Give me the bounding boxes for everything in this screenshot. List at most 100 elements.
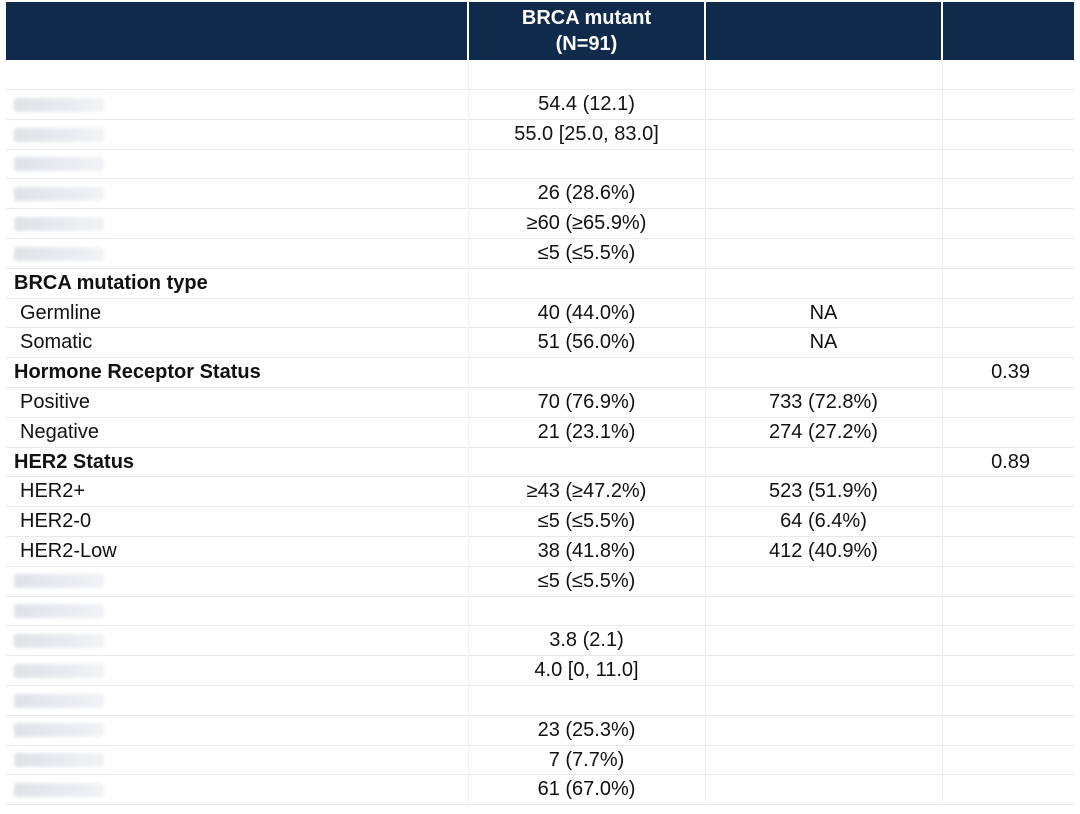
- row-label: [6, 179, 467, 208]
- table-row: HER2-Low 38 (41.8%) 412 (40.9%): [6, 537, 1074, 567]
- row-label: [6, 626, 467, 655]
- p-value: [943, 179, 1074, 208]
- redacted-label: [14, 663, 104, 678]
- brca-mutant-value: ≤5 (≤5.5%): [537, 510, 636, 533]
- comparison-value: [706, 448, 941, 477]
- p-value: [943, 567, 1074, 596]
- header-comparison-group: [706, 2, 941, 60]
- table-row: 55.0 [25.0, 83.0]: [6, 120, 1074, 150]
- p-value: [943, 269, 1074, 298]
- table-row: ≤5 (≤5.5%): [6, 239, 1074, 269]
- brca-mutant-value: 21 (23.1%): [537, 420, 636, 443]
- section-label: Hormone Receptor Status: [14, 361, 261, 384]
- table-row: 3.8 (2.1): [6, 626, 1074, 657]
- header-brca-mutant-title: BRCA mutant: [521, 7, 652, 29]
- table-body: 54.4 (12.1) 55.0 [25.0, 83.0] 26 (28.6%) ≥6…: [6, 60, 1074, 806]
- table-row: Germline 40 (44.0%) NA: [6, 299, 1074, 329]
- p-value: [943, 150, 1074, 179]
- column-divider: [468, 60, 469, 804]
- brca-mutant-value: 70 (76.9%): [537, 390, 636, 413]
- characteristics-table: BRCA mutant (N=91) 54.4 (12.1) 55.0 [25.0…: [6, 2, 1074, 806]
- table-row: [6, 150, 1074, 180]
- brca-mutant-value: [469, 358, 704, 387]
- table-row: [6, 597, 1074, 627]
- table-row: 7 (7.7%): [6, 746, 1074, 776]
- row-label: [6, 716, 467, 745]
- brca-mutant-value: 23 (25.3%): [537, 718, 636, 741]
- row-label: [6, 60, 467, 89]
- comparison-value: [706, 179, 941, 208]
- p-value: [943, 209, 1074, 238]
- brca-mutant-value: [469, 597, 704, 626]
- row-label: [6, 120, 467, 149]
- comparison-value: 523 (51.9%): [769, 480, 878, 503]
- brca-mutant-value: ≥60 (≥65.9%): [526, 212, 647, 235]
- brca-mutant-value: [469, 150, 704, 179]
- p-value: [943, 90, 1074, 119]
- brca-mutant-value: [469, 448, 704, 477]
- p-value: [943, 328, 1074, 357]
- redacted-label: [14, 127, 104, 142]
- table-row: 23 (25.3%): [6, 716, 1074, 746]
- comparison-value: NA: [809, 301, 838, 324]
- table-row: ≥60 (≥65.9%): [6, 209, 1074, 239]
- brca-mutant-value: ≤5 (≤5.5%): [537, 241, 636, 264]
- table-row: 54.4 (12.1): [6, 90, 1074, 120]
- p-value: 0.39: [991, 361, 1030, 384]
- brca-mutant-value: 51 (56.0%): [537, 331, 636, 354]
- redacted-label: [14, 574, 104, 589]
- section-row: BRCA mutation type: [6, 269, 1074, 299]
- p-value: [943, 775, 1074, 804]
- row-label: [6, 656, 467, 685]
- brca-mutant-value: 4.0 [0, 11.0]: [534, 659, 639, 682]
- row-label: [6, 150, 467, 179]
- row-label: [6, 567, 467, 596]
- redacted-label: [14, 693, 104, 708]
- brca-mutant-value: ≥43 (≥47.2%): [526, 480, 647, 503]
- table-row: [6, 60, 1074, 90]
- comparison-value: [706, 716, 941, 745]
- row-label: Positive: [20, 390, 91, 413]
- column-divider: [705, 60, 706, 804]
- row-label: HER2-0: [20, 510, 92, 533]
- comparison-value: 274 (27.2%): [769, 420, 878, 443]
- comparison-value: [706, 120, 941, 149]
- comparison-value: [706, 209, 941, 238]
- p-value: [943, 239, 1074, 268]
- redacted-label: [14, 246, 104, 261]
- comparison-value: 412 (40.9%): [769, 539, 878, 562]
- comparison-value: NA: [809, 331, 838, 354]
- comparison-value: 64 (6.4%): [780, 510, 867, 533]
- p-value: [943, 597, 1074, 626]
- p-value: 0.89: [991, 450, 1030, 473]
- p-value: [943, 60, 1074, 89]
- table-row: [6, 686, 1074, 716]
- comparison-value: [706, 567, 941, 596]
- section-label: HER2 Status: [14, 450, 135, 473]
- row-label: [6, 90, 467, 119]
- comparison-value: [706, 150, 941, 179]
- header-characteristic: [6, 2, 467, 60]
- redacted-label: [14, 187, 104, 202]
- comparison-value: [706, 269, 941, 298]
- table-row: ≤5 (≤5.5%): [6, 567, 1074, 597]
- comparison-value: [706, 90, 941, 119]
- brca-mutant-value: 54.4 (12.1): [538, 93, 635, 115]
- brca-mutant-value: 7 (7.7%): [548, 748, 625, 771]
- redacted-label: [14, 97, 104, 112]
- comparison-value: [706, 656, 941, 685]
- header-brca-mutant: BRCA mutant (N=91): [469, 2, 704, 60]
- brca-mutant-value: 55.0 [25.0, 83.0]: [514, 122, 659, 145]
- table-row: HER2+ ≥43 (≥47.2%) 523 (51.9%): [6, 477, 1074, 508]
- row-label: [6, 775, 467, 804]
- header-brca-mutant-n: (N=91): [555, 33, 618, 55]
- p-value: [943, 686, 1074, 715]
- p-value: [943, 537, 1074, 566]
- section-row: Hormone Receptor Status 0.39: [6, 358, 1074, 388]
- row-label: Negative: [20, 420, 99, 443]
- comparison-value: [706, 60, 941, 89]
- p-value: [943, 388, 1074, 417]
- redacted-label: [14, 723, 104, 738]
- p-value: [943, 299, 1074, 328]
- row-label: HER2-Low: [20, 539, 117, 562]
